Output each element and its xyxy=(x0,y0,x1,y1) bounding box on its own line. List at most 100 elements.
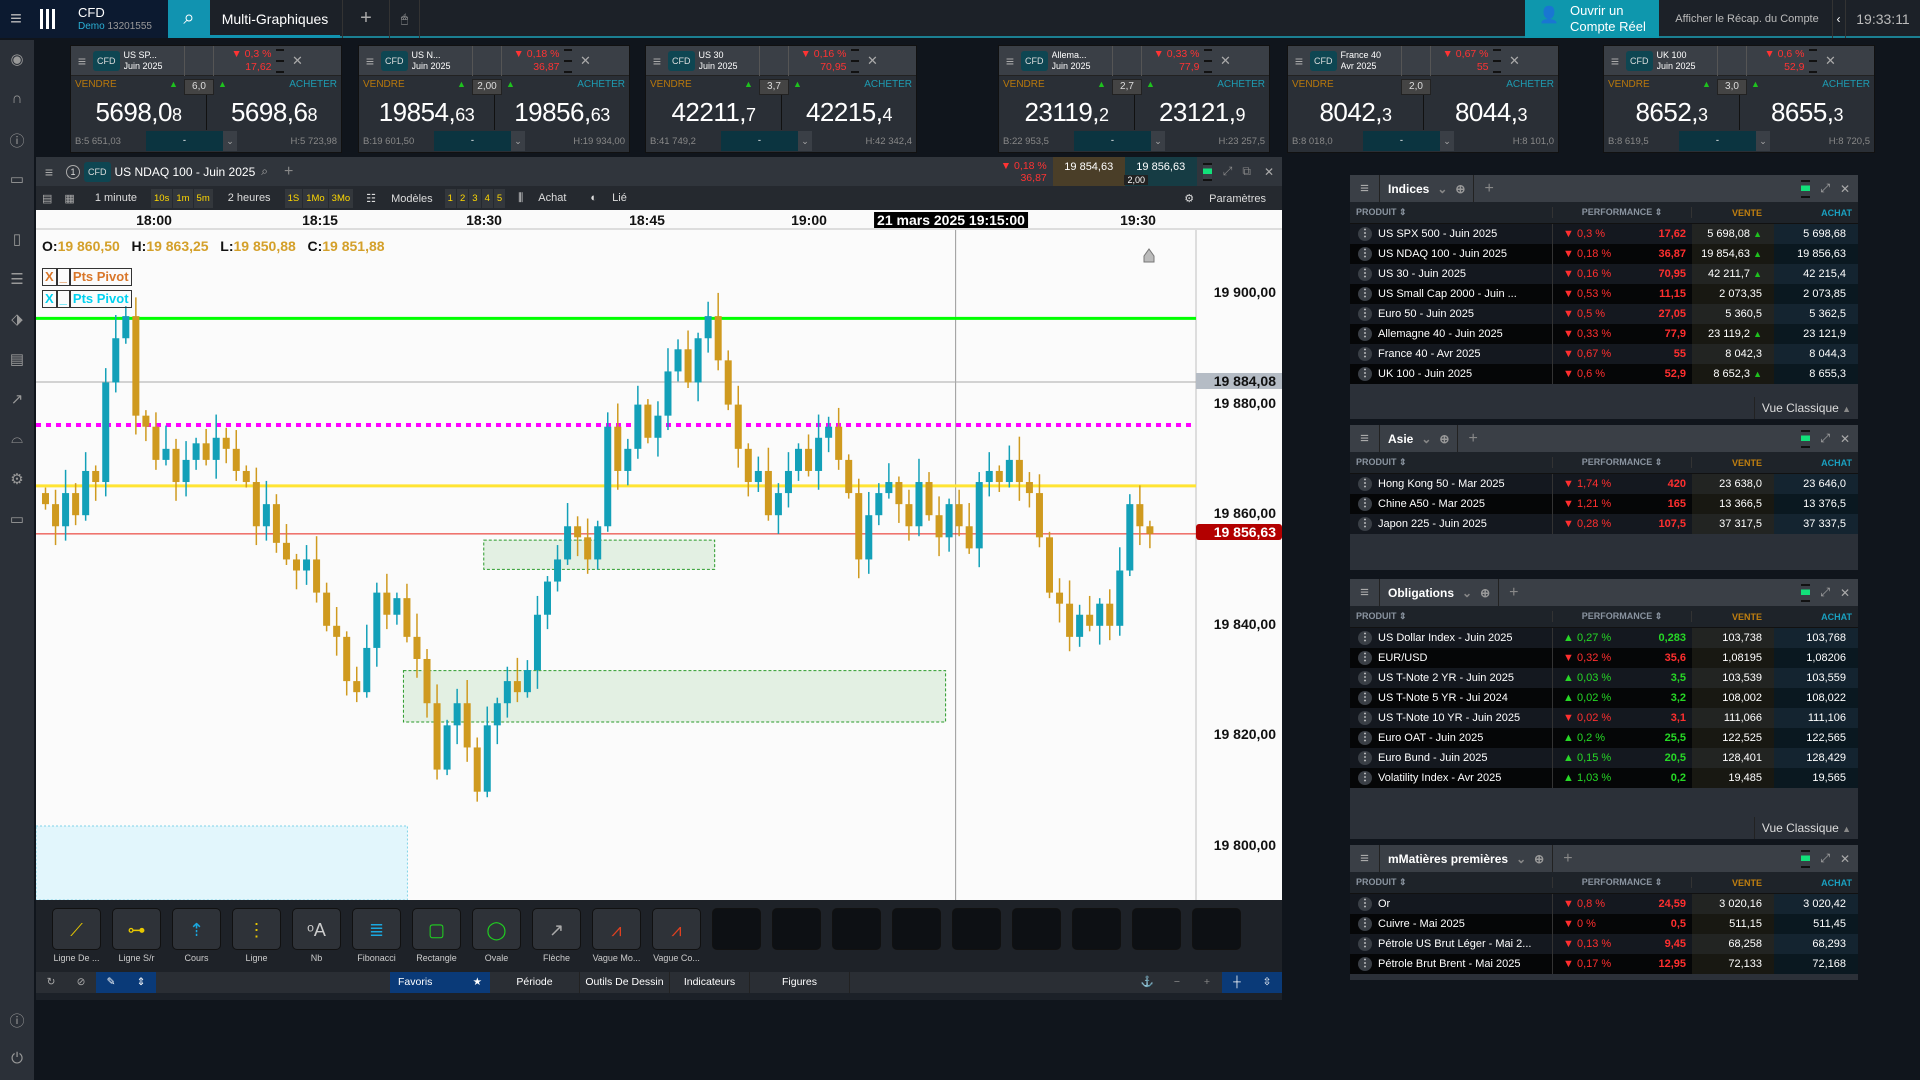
quantity-select[interactable]: - xyxy=(721,131,798,151)
anchor-icon[interactable]: ⚓ xyxy=(1140,976,1154,988)
watchlist-row[interactable]: ⋮ Euro Bund - Juin 2025 ▲ 0,15 % 20,5 128,40… xyxy=(1350,748,1858,768)
power-icon[interactable]: ⏻ xyxy=(11,1050,23,1067)
buy-price-button[interactable]: 8655,3 xyxy=(1739,94,1874,130)
linked-button[interactable]: ◐ Lié xyxy=(578,192,638,204)
add-tab-icon[interactable]: + xyxy=(342,0,390,38)
add-icon[interactable]: + xyxy=(1468,429,1478,447)
watchlist-row[interactable]: ⋮ Euro OAT - Juin 2025 ▲ 0,2 % 25,5 122,525 1… xyxy=(1350,728,1858,748)
add-icon[interactable]: + xyxy=(1509,583,1519,601)
empty-tool-slot[interactable] xyxy=(1132,908,1181,972)
buy-price-button[interactable]: 19856,63 xyxy=(494,94,629,130)
news-icon[interactable]: ▤ xyxy=(9,351,25,368)
gear-icon[interactable]: ⚙ xyxy=(10,471,24,488)
headset-icon[interactable]: ∩ xyxy=(11,90,23,107)
sell-price[interactable]: 103,539 xyxy=(1692,668,1774,688)
more-options-icon[interactable]: ⋮ xyxy=(1358,631,1372,645)
buy-price[interactable]: 2 073,85 xyxy=(1774,284,1858,304)
tool-ligne-s-r[interactable]: ⊶ Ligne S/r xyxy=(112,908,161,972)
sell-price[interactable]: 37 317,5 xyxy=(1692,514,1774,534)
range-select[interactable]: 2 heures xyxy=(227,192,271,204)
close-icon[interactable]: ✕ xyxy=(1839,851,1850,866)
range-3mo[interactable]: 3Mo xyxy=(328,188,354,208)
tool-ligne-de-[interactable]: ⟋ Ligne De ... xyxy=(52,908,101,972)
more-options-icon[interactable]: ⋮ xyxy=(1358,247,1372,261)
watchlist-row[interactable]: ⋮ Hong Kong 50 - Mar 2025 ▼ 1,74 % 420 23 63… xyxy=(1350,474,1858,494)
more-options-icon[interactable]: ⋮ xyxy=(1358,327,1372,341)
slot-2[interactable]: 2 xyxy=(456,188,469,208)
add-icon[interactable]: + xyxy=(1563,849,1573,867)
close-icon[interactable]: ✕ xyxy=(292,52,303,68)
interval-5m[interactable]: 5m xyxy=(193,188,213,208)
sell-price[interactable]: 511,15 xyxy=(1692,914,1774,934)
buy-price[interactable]: 37 337,5 xyxy=(1774,514,1858,534)
more-options-icon[interactable]: ⋮ xyxy=(1358,267,1372,281)
zoom-in-icon[interactable]: + xyxy=(1203,976,1211,988)
vue-classique-button[interactable]: Vue Classique ▲ xyxy=(1754,397,1858,419)
tab-periode[interactable]: Période xyxy=(490,972,580,993)
watchlist-row[interactable]: ⋮ Allemagne 40 - Juin 2025 ▼ 0,33 % 77,9 23 … xyxy=(1350,324,1858,344)
chevron-down-icon[interactable]: ⌄ xyxy=(798,131,812,151)
watchlist-row[interactable]: ⋮ Euro 50 - Juin 2025 ▼ 0,5 % 27,05 5 360,5 5… xyxy=(1350,304,1858,324)
vue-classique-button[interactable]: Vue Classique ▲ xyxy=(1754,817,1858,839)
education-icon[interactable]: ⌓ xyxy=(11,430,23,447)
list-icon[interactable]: ▤ xyxy=(42,192,53,205)
watchlist-row[interactable]: ⋮ Volatility Index - Avr 2025 ▲ 1,03 % 0,2 1… xyxy=(1350,768,1858,788)
tool-fibonacci[interactable]: ≣ Fibonacci xyxy=(352,908,401,972)
card-menu-icon[interactable]: ≡ xyxy=(365,52,375,69)
sell-price[interactable]: 108,002 xyxy=(1692,688,1774,708)
watchlist-row[interactable]: ⋮ US T-Note 10 YR - Juin 2025 ▼ 0,02 % 3,1 1… xyxy=(1350,708,1858,728)
buy-price[interactable]: 122,565 xyxy=(1774,728,1858,748)
crosshair-icon[interactable]: ┼ xyxy=(1222,972,1252,993)
buy-price[interactable]: 103,559 xyxy=(1774,668,1858,688)
watchlist-row[interactable]: ⋮ Japon 225 - Juin 2025 ▼ 0,28 % 107,5 37 31… xyxy=(1350,514,1858,534)
chevron-down-icon[interactable]: ⌄ xyxy=(1756,131,1770,151)
remove-indicator-button[interactable]: X xyxy=(42,268,57,286)
col-performance[interactable]: PERFORMANCE ⇕ xyxy=(1553,611,1692,622)
card-menu-icon[interactable]: ≡ xyxy=(1610,52,1620,69)
slot-4[interactable]: 4 xyxy=(481,188,493,208)
candlestick-chart[interactable] xyxy=(36,230,1282,900)
sell-price[interactable]: 23 119,2 ▲ xyxy=(1692,324,1774,344)
watchlist-row[interactable]: ⋮ US T-Note 2 YR - Juin 2025 ▲ 0,03 % 3,5 10… xyxy=(1350,668,1858,688)
col-product[interactable]: PRODUIT ⇕ xyxy=(1350,207,1553,218)
more-options-icon[interactable]: ⋮ xyxy=(1358,347,1372,361)
zoom-out-icon[interactable]: − xyxy=(1173,976,1181,988)
slot-1[interactable]: 1 xyxy=(444,188,456,208)
interval-10s[interactable]: 10s xyxy=(151,188,173,208)
updown-icon[interactable]: ⇕ xyxy=(126,972,156,993)
sell-price[interactable]: 103,738 xyxy=(1692,628,1774,648)
col-product[interactable]: PRODUIT ⇕ xyxy=(1350,877,1553,888)
card-menu-icon[interactable]: ≡ xyxy=(652,52,662,69)
more-options-icon[interactable]: ⋮ xyxy=(1358,937,1372,951)
tool-vague-mo-[interactable]: ⩘ Vague Mo... xyxy=(592,908,641,972)
sell-price[interactable]: 1,08195 xyxy=(1692,648,1774,668)
vertical-scale-icon[interactable]: ⇳ xyxy=(1252,972,1282,993)
open-real-account-button[interactable]: 👤 Ouvrir un Compte Réel xyxy=(1525,0,1659,38)
quantity-select[interactable]: - xyxy=(1074,131,1151,151)
card-menu-icon[interactable]: ≡ xyxy=(77,52,87,69)
more-options-icon[interactable]: ⋮ xyxy=(1358,957,1372,971)
more-options-icon[interactable]: ⋮ xyxy=(1358,367,1372,381)
achat-button[interactable]: ⫼ Achat xyxy=(506,192,578,205)
close-icon[interactable]: ✕ xyxy=(1509,52,1520,68)
hamburger-menu-icon[interactable]: ≡ xyxy=(0,0,32,38)
quantity-select[interactable]: - xyxy=(434,131,511,151)
popout-icon[interactable]: ⧉ xyxy=(1242,164,1251,178)
buy-price[interactable]: 23 646,0 xyxy=(1774,474,1858,494)
sell-price[interactable]: 122,525 xyxy=(1692,728,1774,748)
book-icon[interactable]: ▯ xyxy=(12,231,22,248)
search-icon[interactable]: ⌕ xyxy=(168,0,210,38)
sell-price-button[interactable]: 42211,7 xyxy=(646,94,781,130)
watchlist-select[interactable]: Obligations ⌄ ⊕ xyxy=(1380,579,1500,606)
watchlist-row[interactable]: ⋮ US NDAQ 100 - Juin 2025 ▼ 0,18 % 36,87 19 … xyxy=(1350,244,1858,264)
tool-cours[interactable]: ⇡ Cours xyxy=(172,908,221,972)
chevron-down-icon[interactable]: ⌄ xyxy=(1440,131,1454,151)
buy-price[interactable]: 108,022 xyxy=(1774,688,1858,708)
buy-price[interactable]: 19 856,63 xyxy=(1774,244,1858,264)
sell-price[interactable]: 2 073,35 xyxy=(1692,284,1774,304)
tab-multi-graphiques[interactable]: Multi-Graphiques xyxy=(210,0,340,38)
panel-menu-icon[interactable]: ≡ xyxy=(1350,175,1380,202)
info-icon[interactable]: ⓘ xyxy=(9,1013,25,1030)
watchlist-row[interactable]: ⋮ EUR/USD ▼ 0,32 % 35,6 1,08195 1,08206 xyxy=(1350,648,1858,668)
tab-figures[interactable]: Figures xyxy=(750,972,850,993)
